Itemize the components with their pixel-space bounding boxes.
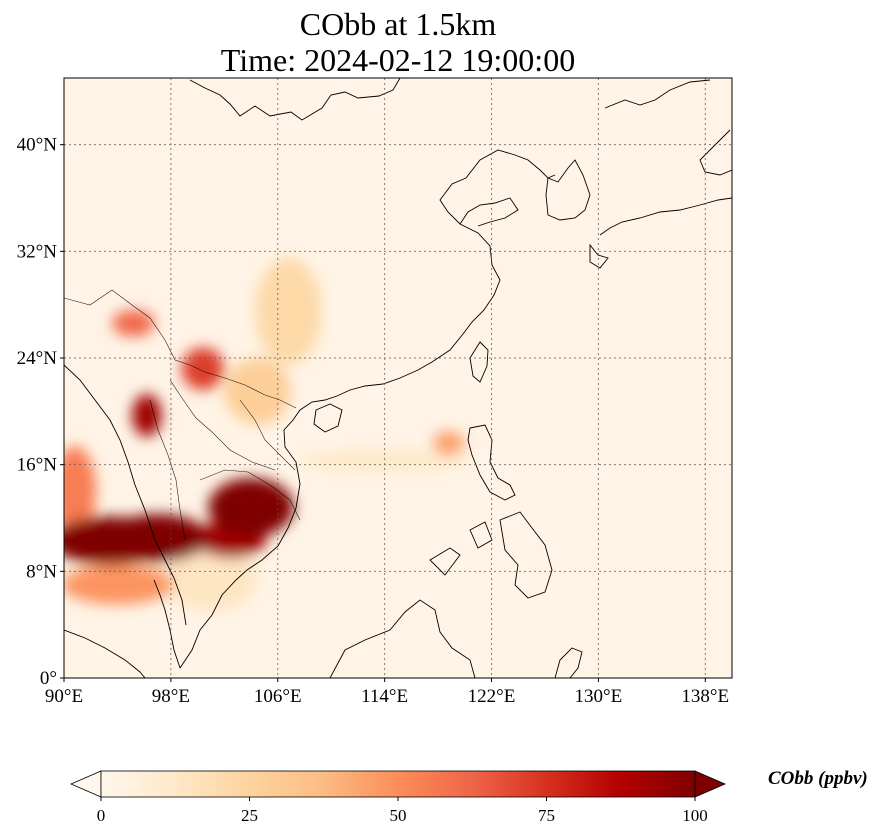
longitude-axis: 90°E 98°E 106°E 114°E 122°E 130°E 138°E (45, 678, 729, 707)
plume-yunnan-west (112, 310, 155, 337)
lon-tick-label: 98°E (152, 686, 190, 707)
coastline-borneo (329, 599, 476, 678)
coastline-hainan (313, 403, 343, 433)
coastline-indochina-west (64, 364, 187, 626)
lat-tick-label: 40°N (17, 135, 58, 156)
colorbar-tick-label: 25 (241, 806, 258, 825)
lon-tick-label: 130°E (575, 686, 623, 707)
colorbar-tick-label: 100 (682, 806, 708, 825)
colorbar-tick-label: 0 (97, 806, 106, 825)
lon-tick-label: 138°E (681, 686, 729, 707)
coastline-sumatra (64, 629, 146, 678)
coastline-malay-peninsula (153, 579, 181, 669)
coastline-shandong (459, 197, 519, 227)
lon-tick-label: 90°E (45, 686, 83, 707)
border-cambodia (199, 469, 301, 521)
lat-tick-label: 16°N (17, 455, 58, 476)
border-vietnam-laos (239, 399, 296, 471)
coastline-bohai (465, 149, 556, 179)
plume-scs-band (297, 450, 472, 472)
border-myanmar-china (64, 289, 297, 409)
coastline-china-mainland (179, 78, 501, 669)
plume-laos-patch (181, 347, 225, 390)
colorbar-extend-low (69, 770, 102, 798)
country-borders (64, 289, 301, 541)
map-frame (63, 77, 733, 679)
lat-tick-label: 32°N (17, 241, 58, 262)
gridlines (64, 78, 732, 678)
lat-tick-label: 8°N (26, 561, 57, 582)
latitude-axis: 0° 8°N 16°N 24°N 32°N 40°N (17, 135, 64, 689)
border-thailand-laos (169, 379, 276, 471)
plume-south-india-sea (64, 564, 174, 605)
colorbar-tick-label: 50 (390, 806, 407, 825)
plume-myanmar-patch (132, 394, 162, 437)
lon-tick-label: 114°E (361, 686, 408, 707)
colorbar-body (100, 770, 696, 798)
lon-tick-label: 122°E (468, 686, 516, 707)
cobb-field (64, 258, 472, 612)
plume-thailand-band (106, 514, 209, 562)
colorbar-label: CObb (ppbv) (768, 768, 868, 789)
coastline-korea (545, 159, 591, 221)
plume-cambodia-core (208, 478, 294, 537)
plume-southern-china-haze (255, 258, 322, 365)
lat-tick-label: 24°N (17, 348, 58, 369)
border-myanmar-thailand (149, 399, 186, 541)
colorbar-ticks: 0 25 50 75 100 (97, 797, 708, 825)
colorbar-extend-high (694, 770, 727, 798)
colorbar: 0 25 50 75 100 (69, 770, 727, 825)
plume-gulf-of-thailand-haze (164, 544, 258, 612)
lon-tick-label: 106°E (254, 686, 302, 707)
coastline-sulawesi (554, 647, 583, 678)
map-timestamp: Time: 2024-02-12 19:00:00 (220, 42, 576, 78)
map-title: CObb at 1.5km (299, 6, 497, 42)
colorbar-tick-label: 75 (538, 806, 555, 825)
plume-luzon-strait (432, 431, 465, 456)
lat-tick-label: 0° (40, 668, 57, 689)
coastline-japan (589, 79, 732, 269)
plume-west-margin (64, 446, 97, 537)
